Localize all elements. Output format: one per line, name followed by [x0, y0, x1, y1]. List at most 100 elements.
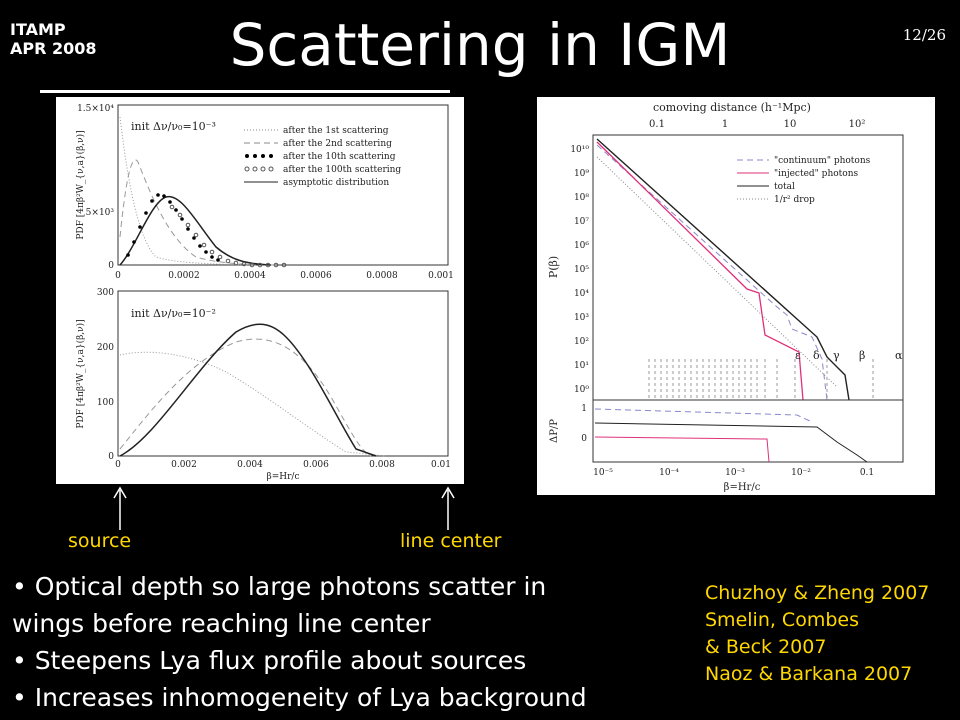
top-curve-2nd: [119, 159, 277, 266]
p-panel-ylabel: P(β): [547, 256, 560, 278]
line-center-label: line center: [400, 530, 502, 552]
legend-asymptotic: asymptotic distribution: [283, 178, 389, 188]
bullet-list: • Optical depth so large photons scatter…: [12, 568, 587, 716]
p-ytick-3: 10³: [574, 313, 589, 323]
reference-3: Naoz & Barkana 2007: [705, 663, 913, 685]
dp-panel-ylabel: ΔP/P: [549, 419, 560, 443]
p-ytick-9: 10⁹: [574, 169, 589, 179]
bottom-xtick-1: 0.002: [171, 460, 197, 470]
bottom-curve-asymptotic: [119, 323, 377, 457]
x-tick-2: 10⁻³: [725, 468, 745, 478]
top-tick-3: 10²: [849, 119, 866, 130]
greek-gamma: γ: [833, 349, 840, 362]
bottom-xtick-3: 0.006: [303, 460, 329, 470]
x-tick-4: 0.1: [860, 468, 874, 478]
top-panel-legend: after the 1st scattering after the 2nd s…: [244, 126, 401, 188]
p-ytick-6: 10⁶: [574, 241, 589, 251]
line-center-arrow: [441, 486, 455, 530]
bottom-ytick-0: 0: [108, 452, 114, 462]
greek-alpha: α: [895, 349, 903, 362]
top-curve-10th-dots: [126, 193, 220, 262]
title-underline: [40, 90, 450, 93]
p-curve-continuum: [596, 144, 828, 401]
p-ytick-0: 10⁰: [574, 385, 589, 395]
top-xtick-4: 0.0008: [366, 271, 398, 281]
top-tick-2: 10: [784, 119, 797, 130]
page-number: 12/26: [902, 26, 946, 44]
top-tick-0: 0.1: [649, 119, 665, 130]
top-curve-100th-circles: [169, 204, 287, 268]
references: Chuzhoy & Zheng 2007 Smelin, Combes & Be…: [705, 580, 929, 688]
right-figure-svg: comoving distance (h⁻¹Mpc) 0.1 1 10 10² …: [547, 101, 904, 493]
corner-org: ITAMP: [10, 20, 66, 39]
dp-curve-total: [594, 422, 868, 463]
p-curve-r2-drop: [596, 156, 838, 388]
top-xtick-3: 0.0006: [300, 271, 332, 281]
p-curve-injected: [596, 141, 804, 401]
greek-delta: δ: [813, 349, 820, 362]
bottom-ytick-3: 300: [97, 288, 114, 298]
bottom-curve-1st: [119, 351, 387, 457]
p-ytick-8: 10⁸: [574, 193, 589, 203]
left-figure-svg: init Δν/ν₀=10⁻³ PDF [4πβ²W_{ν,a}(β,ν)] 0…: [75, 104, 454, 482]
corner-date: APR 2008: [10, 39, 97, 58]
top-xtick-5: 0.001: [428, 271, 454, 281]
legend-100th: after the 100th scattering: [283, 165, 401, 175]
legend-injected: "injected" photons: [774, 169, 858, 179]
bottom-panel-ylabel: PDF [4πβ²W_{ν,a}(β,ν)]: [75, 319, 86, 428]
greek-beta: β: [859, 349, 865, 362]
p-ytick-7: 10⁷: [574, 217, 589, 227]
p-panel-legend: "continuum" photons "injected" photons t…: [737, 156, 871, 205]
top-ytick-2: 1.5×10⁴: [77, 104, 114, 114]
dp-curve-continuum: [594, 408, 813, 423]
dp-panel-frame: [592, 399, 904, 463]
bottom-ytick-2: 200: [97, 343, 114, 353]
right-figure: comoving distance (h⁻¹Mpc) 0.1 1 10 10² …: [537, 97, 935, 495]
source-arrow: [113, 486, 127, 530]
top-ytick-1: 5×10³: [86, 208, 115, 218]
top-xtick-2: 0.0004: [234, 271, 266, 281]
bullet-3: • Increases inhomogeneity of Lya backgro…: [12, 683, 587, 712]
top-axis-label: comoving distance (h⁻¹Mpc): [653, 101, 811, 114]
top-ytick-0: 0: [108, 261, 114, 271]
p-ytick-5: 10⁵: [574, 265, 589, 275]
top-xtick-0: 0: [115, 271, 121, 281]
bottom-panel-annotation: init Δν/ν₀=10⁻²: [131, 307, 216, 320]
dp-ytick-1: 1: [581, 404, 587, 414]
reference-2-cont: & Beck 2007: [705, 636, 827, 658]
bullet-1: • Optical depth so large photons scatter…: [12, 572, 547, 601]
resonance-lines: [648, 359, 874, 400]
source-label: source: [68, 530, 132, 552]
bottom-xtick-5: 0.01: [431, 460, 451, 470]
reference-1: Chuzhoy & Zheng 2007: [705, 582, 930, 604]
p-ytick-2: 10²: [574, 337, 589, 347]
p-ytick-10: 10¹⁰: [570, 145, 589, 155]
legend-2nd: after the 2nd scattering: [283, 139, 392, 149]
corner-label: ITAMP APR 2008: [10, 20, 97, 58]
top-xtick-1: 0.0002: [168, 271, 200, 281]
legend-r2-drop: 1/r² drop: [774, 195, 815, 205]
bottom-xtick-2: 0.004: [237, 460, 263, 470]
legend-10th: after the 10th scattering: [283, 152, 396, 162]
x-tick-1: 10⁻⁴: [659, 468, 679, 478]
bottom-xlabel: β=Hr/c: [267, 472, 300, 482]
left-figure: init Δν/ν₀=10⁻³ PDF [4πβ²W_{ν,a}(β,ν)] 0…: [56, 97, 464, 484]
top-panel-annotation: init Δν/ν₀=10⁻³: [131, 120, 216, 133]
top-curve-1st: [119, 116, 257, 266]
x-tick-3: 10⁻²: [791, 468, 811, 478]
legend-continuum: "continuum" photons: [774, 156, 871, 166]
legend-1st: after the 1st scattering: [283, 126, 389, 136]
legend-total: total: [774, 182, 795, 192]
p-curve-total: [596, 138, 850, 401]
bottom-xtick-4: 0.008: [369, 460, 395, 470]
x-tick-0: 10⁻⁵: [593, 468, 613, 478]
slide-title: Scattering in IGM: [229, 11, 731, 79]
bullet-2: • Steepens Lya flux profile about source…: [12, 646, 527, 675]
greek-epsilon: ε: [795, 349, 801, 362]
top-panel-ylabel: PDF [4πβ²W_{ν,a}(β,ν)]: [75, 130, 86, 239]
bullet-1-cont: wings before reaching line center: [12, 609, 431, 638]
dp-curve-injected: [594, 436, 770, 463]
bottom-xtick-0: 0: [115, 460, 121, 470]
top-tick-1: 1: [722, 119, 728, 130]
p-ytick-4: 10⁴: [574, 289, 589, 299]
